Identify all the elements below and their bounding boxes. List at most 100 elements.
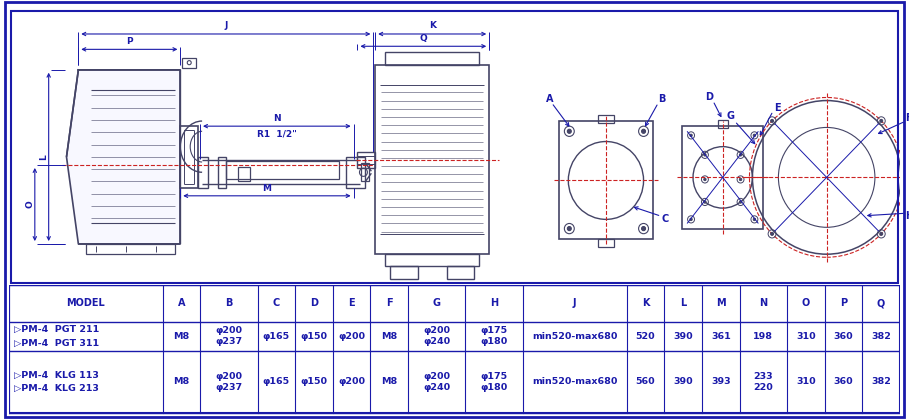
Text: H: H [904, 211, 909, 221]
Text: φ150: φ150 [301, 332, 327, 341]
Circle shape [771, 232, 774, 235]
Text: R1  1/2": R1 1/2" [257, 130, 296, 139]
Text: L: L [680, 298, 686, 308]
Circle shape [567, 227, 571, 230]
Text: M: M [263, 184, 272, 193]
Text: φ200
φ240: φ200 φ240 [423, 372, 450, 392]
Text: 393: 393 [711, 378, 731, 386]
Text: K: K [429, 21, 435, 30]
Text: φ175
φ180: φ175 φ180 [481, 372, 508, 392]
Text: E: E [348, 298, 355, 308]
Bar [385, 52, 479, 65]
Text: 520: 520 [635, 332, 655, 341]
Text: 360: 360 [834, 378, 854, 386]
Text: 382: 382 [871, 332, 891, 341]
Bar [225, 161, 339, 179]
Text: φ200: φ200 [338, 378, 365, 386]
Circle shape [739, 201, 742, 203]
Text: H: H [490, 298, 498, 308]
Bar [183, 57, 196, 68]
Text: 310: 310 [796, 332, 815, 341]
Bar [357, 152, 375, 168]
Text: B: B [225, 298, 233, 308]
Circle shape [642, 227, 645, 230]
Text: 390: 390 [674, 332, 693, 341]
Text: J: J [225, 21, 227, 30]
Text: M: M [716, 298, 725, 308]
Text: N: N [273, 114, 281, 123]
Text: M8: M8 [381, 378, 397, 386]
Text: ▷PM-4  KLG 113: ▷PM-4 KLG 113 [14, 371, 98, 380]
Text: 360: 360 [834, 332, 854, 341]
Bar [446, 266, 474, 279]
Text: L: L [39, 154, 48, 160]
Text: 310: 310 [796, 378, 815, 386]
Text: 560: 560 [635, 378, 655, 386]
Text: min520-max680: min520-max680 [532, 332, 617, 341]
Text: φ175
φ180: φ175 φ180 [481, 326, 508, 347]
Text: min520-max680: min520-max680 [532, 378, 617, 386]
Text: F: F [905, 113, 909, 123]
Text: Q: Q [877, 298, 885, 308]
Text: B: B [658, 93, 665, 103]
Text: O: O [802, 298, 810, 308]
Circle shape [704, 201, 706, 203]
Circle shape [642, 129, 645, 133]
Bar [682, 126, 764, 229]
Bar [390, 266, 418, 279]
Text: D: D [310, 298, 318, 308]
Circle shape [704, 178, 706, 181]
Text: 361: 361 [711, 332, 731, 341]
Bar [375, 65, 489, 254]
Circle shape [690, 134, 693, 137]
Text: ▷PM-4  PGT 211: ▷PM-4 PGT 211 [14, 325, 99, 334]
Bar [385, 254, 479, 266]
Circle shape [880, 119, 883, 122]
Circle shape [567, 129, 571, 133]
Text: P: P [840, 298, 847, 308]
Text: 198: 198 [754, 332, 774, 341]
Text: K: K [642, 298, 649, 308]
Circle shape [690, 218, 693, 220]
Text: A: A [177, 298, 185, 308]
Bar [362, 163, 369, 181]
Text: Q: Q [419, 34, 427, 43]
Text: MODEL: MODEL [66, 298, 105, 308]
Text: P: P [126, 37, 133, 46]
Circle shape [754, 218, 755, 220]
Text: M8: M8 [174, 332, 189, 341]
Text: A: A [545, 93, 554, 103]
Circle shape [771, 119, 774, 122]
Bar [238, 167, 250, 181]
Polygon shape [66, 70, 180, 244]
Bar [86, 244, 175, 254]
Circle shape [704, 154, 706, 156]
Text: D: D [704, 93, 713, 103]
Text: φ200: φ200 [338, 332, 365, 341]
Circle shape [739, 178, 742, 181]
Text: φ165: φ165 [263, 332, 290, 341]
Bar [218, 157, 225, 188]
Text: F: F [385, 298, 393, 308]
Text: G: G [433, 298, 441, 308]
Text: C: C [662, 215, 669, 224]
Bar [198, 157, 208, 188]
Text: O: O [25, 201, 35, 208]
Text: G: G [726, 111, 734, 121]
Bar [598, 239, 614, 247]
Bar [718, 120, 728, 128]
Bar [598, 115, 614, 123]
Text: ▷PM-4  KLG 213: ▷PM-4 KLG 213 [14, 384, 98, 393]
Circle shape [754, 134, 755, 137]
Bar [559, 121, 654, 239]
Text: 382: 382 [871, 378, 891, 386]
Text: M8: M8 [174, 378, 189, 386]
Circle shape [739, 154, 742, 156]
Text: φ200
φ237: φ200 φ237 [215, 372, 243, 392]
Bar [180, 126, 198, 188]
Text: φ150: φ150 [301, 378, 327, 386]
Text: 233
220: 233 220 [754, 372, 774, 392]
Text: φ200
φ237: φ200 φ237 [215, 326, 243, 347]
Text: M8: M8 [381, 332, 397, 341]
Text: E: E [774, 103, 781, 113]
